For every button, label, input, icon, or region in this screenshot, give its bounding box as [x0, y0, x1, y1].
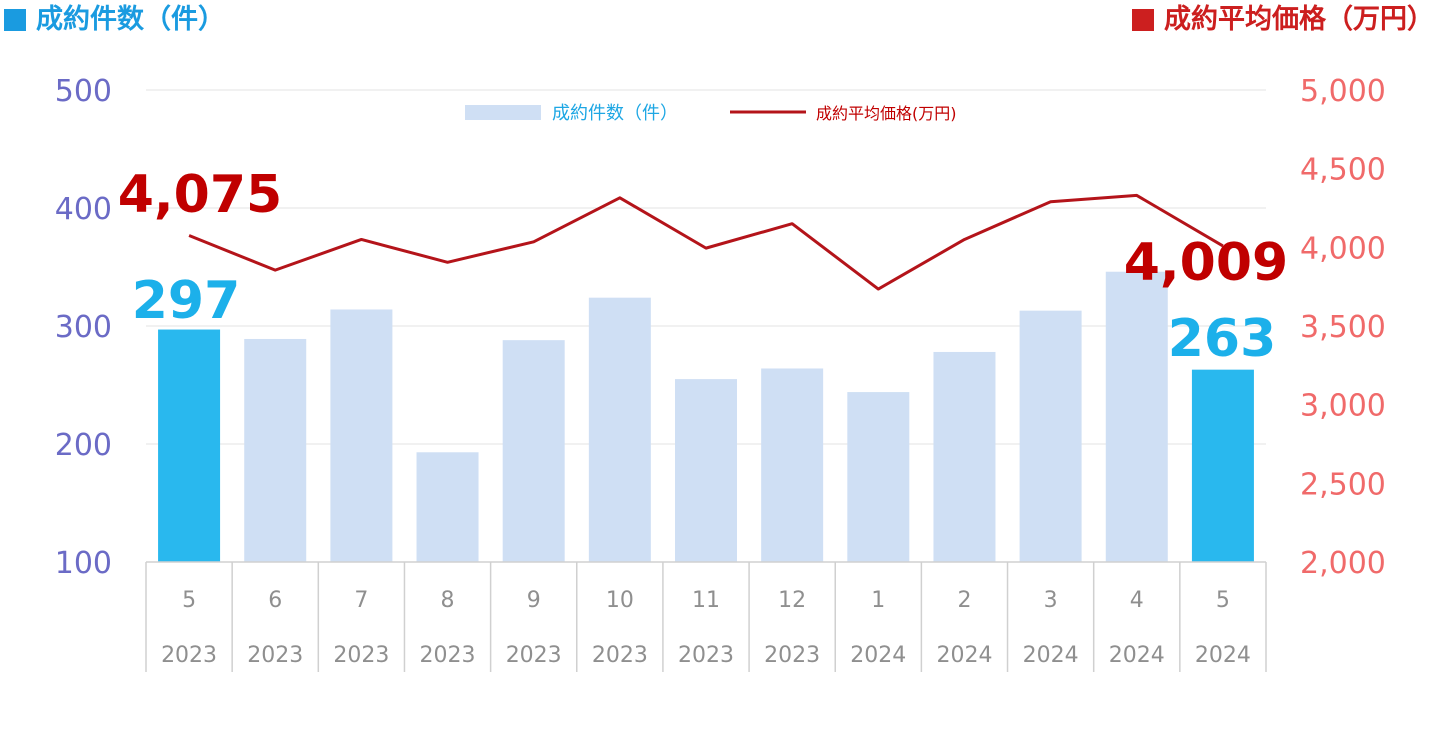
- right-axis-tick-label: 4,500: [1300, 153, 1386, 188]
- year-tick-label: 2023: [678, 643, 734, 668]
- year-tick-label: 2023: [506, 643, 562, 668]
- left-axis-tick-label: 500: [55, 74, 112, 109]
- bar: [416, 452, 479, 562]
- right-axis-tick-label: 5,000: [1300, 74, 1386, 109]
- bar: [330, 309, 393, 562]
- price-square-marker: [1132, 9, 1154, 31]
- left-axis-title: 成約件数（件）: [4, 0, 225, 40]
- legend-price-label: 成約平均価格(万円): [816, 104, 957, 123]
- bar: [675, 379, 737, 562]
- right-axis-title-text: 成約平均価格（万円）: [1164, 4, 1434, 35]
- month-tick-label: 5: [182, 588, 196, 613]
- right-axis-tick-label: 2,000: [1300, 546, 1386, 581]
- bar: [588, 297, 651, 562]
- year-tick-label: 2023: [333, 643, 389, 668]
- month-tick-label: 8: [441, 588, 455, 613]
- year-tick-label: 2024: [1195, 643, 1251, 668]
- bar: [1019, 310, 1082, 562]
- bar: [502, 340, 565, 562]
- month-tick-label: 3: [1044, 588, 1058, 613]
- bar: [1105, 271, 1168, 562]
- year-tick-label: 2023: [592, 643, 648, 668]
- left-axis-tick-label: 100: [55, 546, 112, 581]
- price-data-label: 4,075: [118, 165, 282, 225]
- right-axis-title: 成約平均価格（万円）: [1132, 0, 1434, 40]
- year-tick-label: 2023: [161, 643, 217, 668]
- bar: [244, 338, 307, 562]
- right-axis-tick-label: 4,000: [1300, 231, 1386, 266]
- month-tick-label: 1: [871, 588, 885, 613]
- legend-count-label: 成約件数（件）: [552, 103, 678, 124]
- month-tick-label: 6: [268, 588, 282, 613]
- right-axis-tick-label: 3,000: [1300, 389, 1386, 424]
- month-tick-label: 7: [354, 588, 368, 613]
- month-tick-label: 10: [606, 588, 634, 613]
- count-data-label: 263: [1168, 309, 1277, 369]
- year-tick-label: 2024: [850, 643, 906, 668]
- year-tick-label: 2024: [936, 643, 992, 668]
- year-tick-label: 2024: [1109, 643, 1165, 668]
- left-axis-title-text: 成約件数（件）: [36, 4, 225, 35]
- bar-highlight: [1191, 369, 1254, 562]
- bar: [933, 351, 996, 562]
- price-data-label: 4,009: [1124, 233, 1288, 293]
- bar: [847, 392, 910, 562]
- left-axis-tick-label: 200: [55, 428, 112, 463]
- left-axis-tick-label: 300: [55, 310, 112, 345]
- left-axis-tick-label: 400: [55, 192, 112, 227]
- year-tick-label: 2023: [764, 643, 820, 668]
- month-tick-label: 12: [778, 588, 806, 613]
- month-tick-label: 5: [1216, 588, 1230, 613]
- count-data-label: 297: [132, 271, 241, 331]
- bar-highlight: [158, 329, 221, 562]
- right-axis-tick-label: 2,500: [1300, 467, 1386, 502]
- month-tick-label: 11: [692, 588, 720, 613]
- month-tick-label: 9: [527, 588, 541, 613]
- count-square-marker: [4, 9, 26, 31]
- bar: [761, 368, 824, 562]
- year-tick-label: 2024: [1023, 643, 1079, 668]
- legend-bar-swatch: [465, 105, 541, 120]
- year-tick-label: 2023: [420, 643, 476, 668]
- right-axis-tick-label: 3,500: [1300, 310, 1386, 345]
- price-line: [188, 193, 1224, 291]
- month-tick-label: 4: [1130, 588, 1144, 613]
- month-tick-label: 2: [957, 588, 971, 613]
- year-tick-label: 2023: [247, 643, 303, 668]
